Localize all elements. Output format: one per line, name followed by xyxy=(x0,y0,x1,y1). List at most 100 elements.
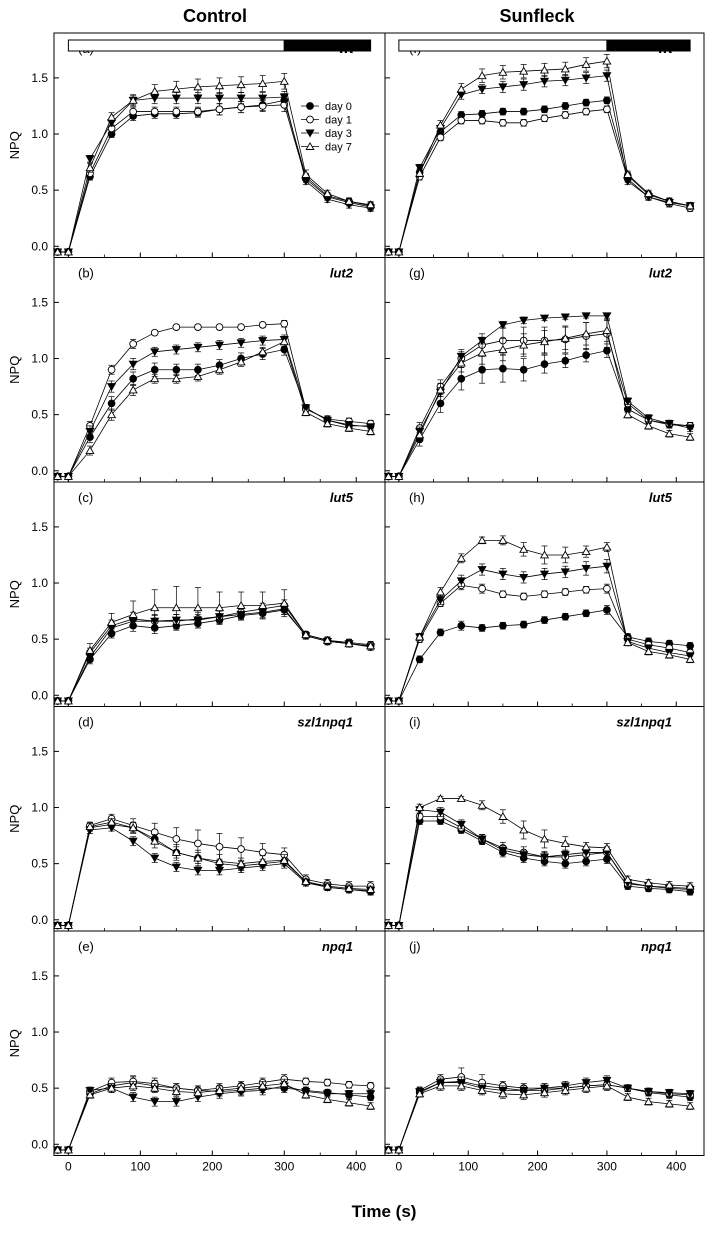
series-day-3 xyxy=(383,806,695,930)
data-point xyxy=(478,109,486,118)
data-point xyxy=(193,371,203,380)
data-point xyxy=(456,1081,466,1090)
data-point xyxy=(215,105,224,114)
data-point xyxy=(519,825,529,834)
data-point xyxy=(383,471,394,480)
panel-frame xyxy=(384,930,705,1156)
series-day-1 xyxy=(53,813,375,930)
series-day-7 xyxy=(53,73,376,256)
series-day-7 xyxy=(383,794,695,929)
data-point xyxy=(236,600,246,609)
legend-marker xyxy=(305,141,315,150)
series-line xyxy=(57,104,371,253)
series-line xyxy=(57,1085,371,1151)
data-point xyxy=(415,655,424,664)
y-axis-label: NPQ xyxy=(7,805,22,833)
series-day-7 xyxy=(53,586,376,705)
data-point xyxy=(519,1090,529,1099)
panel-label: (c) xyxy=(78,490,93,505)
data-point xyxy=(602,312,612,321)
data-point xyxy=(194,323,202,331)
data-point xyxy=(107,365,116,374)
data-point xyxy=(560,568,570,577)
data-point xyxy=(582,98,590,107)
data-point xyxy=(519,365,528,374)
data-point xyxy=(477,800,487,809)
data-point xyxy=(602,72,612,81)
data-point xyxy=(236,1083,246,1092)
panel-label: (h) xyxy=(409,490,425,505)
series-day-0 xyxy=(53,343,375,481)
data-point xyxy=(560,838,570,847)
data-point xyxy=(664,196,674,205)
y-axis-label: NPQ xyxy=(7,580,22,608)
data-point xyxy=(519,107,528,116)
data-point xyxy=(539,853,550,862)
x-tick-label: 200 xyxy=(528,1160,548,1174)
series-line xyxy=(388,565,691,702)
data-point xyxy=(560,1085,570,1094)
data-point xyxy=(664,650,674,659)
data-point xyxy=(498,846,508,855)
data-point xyxy=(172,365,181,374)
y-tick-label: 0.0 xyxy=(31,239,48,253)
data-point xyxy=(623,874,633,883)
data-point xyxy=(366,200,376,209)
y-tick-label: 1.5 xyxy=(31,744,48,758)
x-tick-label: 0 xyxy=(396,1160,403,1174)
data-point xyxy=(603,606,611,614)
data-point xyxy=(581,59,591,68)
y-tick-label: 1.5 xyxy=(31,520,48,534)
data-point xyxy=(436,133,445,142)
data-point xyxy=(602,562,612,571)
series-line xyxy=(57,602,371,702)
data-point xyxy=(279,1079,289,1088)
x-tick-label: 300 xyxy=(597,1160,617,1174)
data-point xyxy=(539,834,550,843)
data-point xyxy=(63,696,73,705)
data-point xyxy=(322,1090,333,1099)
data-point xyxy=(128,609,138,618)
data-point xyxy=(643,1088,654,1097)
data-point xyxy=(643,1097,654,1106)
data-point xyxy=(540,360,549,368)
data-point xyxy=(499,107,507,116)
series-day-0 xyxy=(384,1075,694,1154)
data-point xyxy=(63,247,73,256)
data-point xyxy=(519,592,528,601)
panel-label: (e) xyxy=(78,939,94,954)
data-point xyxy=(258,79,268,87)
data-point xyxy=(129,107,138,116)
data-point xyxy=(560,333,570,342)
y-tick-label: 1.0 xyxy=(31,801,48,815)
data-point xyxy=(193,94,203,103)
x-tick-label: 100 xyxy=(130,1160,150,1174)
genotype-label: lut2 xyxy=(649,266,673,281)
y-tick-label: 0.5 xyxy=(31,1081,48,1095)
series-day-3 xyxy=(383,69,695,257)
data-point xyxy=(477,566,487,575)
data-point xyxy=(643,878,654,887)
data-point xyxy=(214,94,225,103)
data-point xyxy=(301,1090,311,1099)
panel-frame xyxy=(53,706,386,932)
legend-label: day 1 xyxy=(325,115,352,127)
data-point xyxy=(128,837,138,846)
data-point xyxy=(53,696,63,705)
data-point xyxy=(394,247,404,256)
series-line xyxy=(388,1081,691,1151)
series-day-3 xyxy=(383,312,695,481)
data-point xyxy=(53,247,63,256)
data-point xyxy=(643,646,654,655)
data-point xyxy=(279,93,289,102)
series-day-7 xyxy=(53,336,376,480)
data-point xyxy=(150,603,160,612)
panel-label: (b) xyxy=(78,266,94,281)
series-day-7 xyxy=(383,53,695,256)
data-point xyxy=(322,881,333,890)
panel-frame xyxy=(53,930,386,1156)
light-period-bar xyxy=(398,39,608,52)
data-point xyxy=(214,603,225,612)
data-point xyxy=(171,603,181,612)
data-point xyxy=(236,339,246,348)
